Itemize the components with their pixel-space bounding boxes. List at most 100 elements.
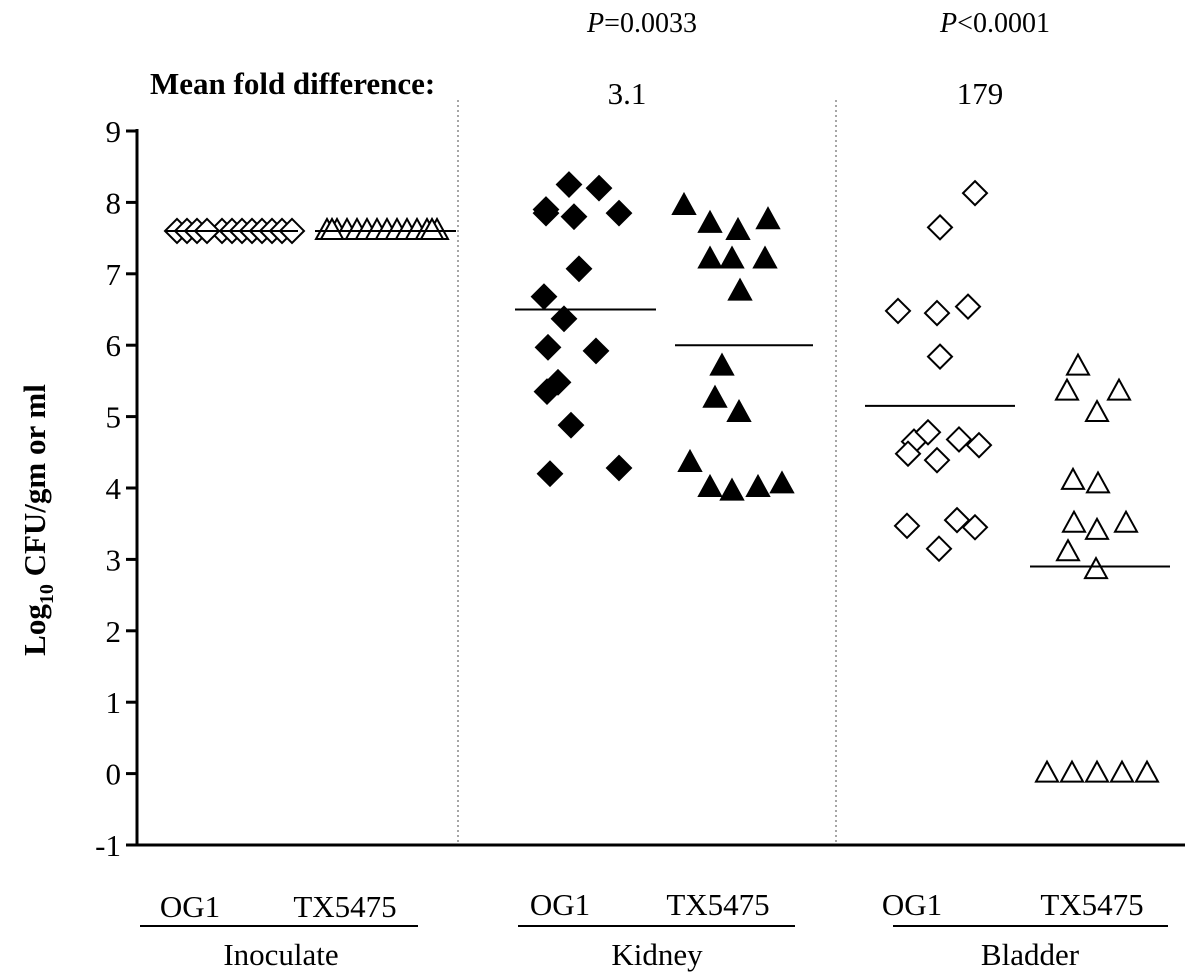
- data-point-diamond: [605, 454, 633, 482]
- y-axis-title-subscript: 10: [36, 584, 58, 604]
- data-point-triangle: [752, 245, 778, 269]
- data-point-triangle: [719, 477, 745, 501]
- data-point-triangle: [1084, 516, 1110, 540]
- y-tick-label: 9: [106, 114, 122, 149]
- data-point-diamond: [945, 426, 973, 453]
- data-point-triangle: [1085, 470, 1111, 494]
- data-point-diamond: [923, 299, 951, 327]
- data-point-diamond: [585, 174, 613, 202]
- data-point-triangle: [1106, 377, 1132, 401]
- data-point-diamond: [925, 535, 953, 563]
- data-point-triangle: [709, 352, 735, 376]
- p-value-number: =0.0033: [604, 8, 697, 39]
- data-point-triangle: [1059, 759, 1085, 783]
- data-point-diamond: [961, 179, 989, 207]
- data-point-triangle: [1060, 466, 1086, 490]
- data-point-diamond: [565, 255, 593, 283]
- data-point-diamond: [954, 293, 982, 321]
- fold-difference-value: 179: [957, 76, 1004, 111]
- y-tick-label: 3: [106, 542, 122, 577]
- group-name: Kidney: [611, 937, 703, 972]
- data-point-triangle: [1034, 759, 1060, 783]
- p-value-symbol: P: [939, 8, 957, 39]
- svg-text:Log10 CFU/gm or ml: Log10 CFU/gm or ml: [17, 384, 58, 656]
- data-point-triangle: [755, 206, 781, 230]
- p-value: P<0.0001: [939, 8, 1050, 39]
- data-point-triangle: [769, 470, 795, 494]
- series-label: TX5475: [1040, 887, 1143, 922]
- y-tick-label: -1: [95, 828, 121, 863]
- data-point-triangle: [1113, 509, 1139, 533]
- y-tick-label: 6: [106, 328, 122, 363]
- data-point-diamond: [550, 305, 578, 333]
- y-axis-title-prefix: Log: [17, 604, 52, 656]
- data-point-triangle: [1061, 509, 1087, 533]
- data-point-diamond: [923, 446, 951, 474]
- fold-difference-value: 3.1: [608, 76, 647, 111]
- y-tick-label: 2: [106, 614, 122, 649]
- data-point-triangle: [1109, 759, 1135, 783]
- data-point-diamond: [532, 199, 560, 227]
- data-point-diamond: [884, 297, 912, 325]
- data-point-diamond: [582, 337, 610, 365]
- data-point-triangle: [719, 245, 745, 269]
- data-point-diamond: [926, 343, 954, 371]
- series-label: OG1: [160, 889, 220, 924]
- data-point-diamond: [544, 368, 572, 396]
- y-tick-label: 5: [106, 400, 122, 435]
- y-tick-label: 8: [106, 185, 122, 220]
- p-value-symbol: P: [586, 8, 604, 39]
- y-axis-title: Log10 CFU/gm or ml: [17, 384, 58, 656]
- y-tick-label: 1: [106, 685, 122, 720]
- data-point-triangle: [702, 384, 728, 408]
- group-name: Bladder: [981, 937, 1080, 972]
- data-point-diamond: [605, 199, 633, 227]
- series-label: OG1: [530, 887, 590, 922]
- y-tick-label: 7: [106, 257, 122, 292]
- data-point-triangle: [697, 245, 723, 269]
- data-point-triangle: [419, 216, 445, 240]
- data-point-triangle: [677, 448, 703, 473]
- data-point-triangle: [725, 216, 751, 240]
- group-name: Inoculate: [223, 937, 338, 972]
- data-point-triangle: [1083, 556, 1109, 580]
- data-point-triangle: [745, 473, 771, 497]
- data-point-diamond: [555, 171, 583, 198]
- y-tick-label: 4: [106, 471, 122, 506]
- data-point-triangle: [726, 398, 752, 423]
- p-value-number: <0.0001: [957, 8, 1050, 39]
- data-point-diamond: [961, 513, 989, 541]
- data-point-triangle: [697, 209, 723, 233]
- data-point-diamond: [560, 203, 588, 231]
- data-point-diamond: [536, 460, 564, 488]
- y-axis-title-suffix: CFU/gm or ml: [17, 384, 52, 584]
- plot-area: [163, 171, 1170, 783]
- p-value: P=0.0033: [586, 8, 697, 39]
- axes: -1 0 1 2 3 4 5 6 7 8 9: [95, 100, 1185, 863]
- series-label: OG1: [882, 887, 942, 922]
- data-point-triangle: [727, 277, 753, 301]
- data-point-diamond: [530, 283, 558, 311]
- data-point-triangle: [1065, 352, 1091, 376]
- data-point-diamond: [893, 512, 921, 540]
- data-point-triangle: [319, 216, 345, 240]
- data-point-triangle: [1084, 759, 1110, 783]
- data-point-diamond: [534, 333, 562, 361]
- mean-fold-label: Mean fold difference:: [150, 66, 435, 101]
- series-label: TX5475: [666, 887, 769, 922]
- data-point-triangle: [1054, 377, 1080, 401]
- data-point-triangle: [1055, 538, 1081, 562]
- data-point-triangle: [671, 191, 697, 215]
- data-point-triangle: [1084, 398, 1110, 423]
- series-label: TX5475: [293, 889, 396, 924]
- y-tick-label: 0: [106, 757, 122, 792]
- data-point-diamond: [894, 440, 922, 468]
- data-point-triangle: [1134, 759, 1160, 783]
- data-point-diamond: [965, 431, 993, 459]
- data-point-diamond: [557, 411, 585, 439]
- data-point-diamond: [926, 213, 954, 241]
- data-point-triangle: [697, 473, 723, 497]
- data-point-diamond: [914, 418, 942, 446]
